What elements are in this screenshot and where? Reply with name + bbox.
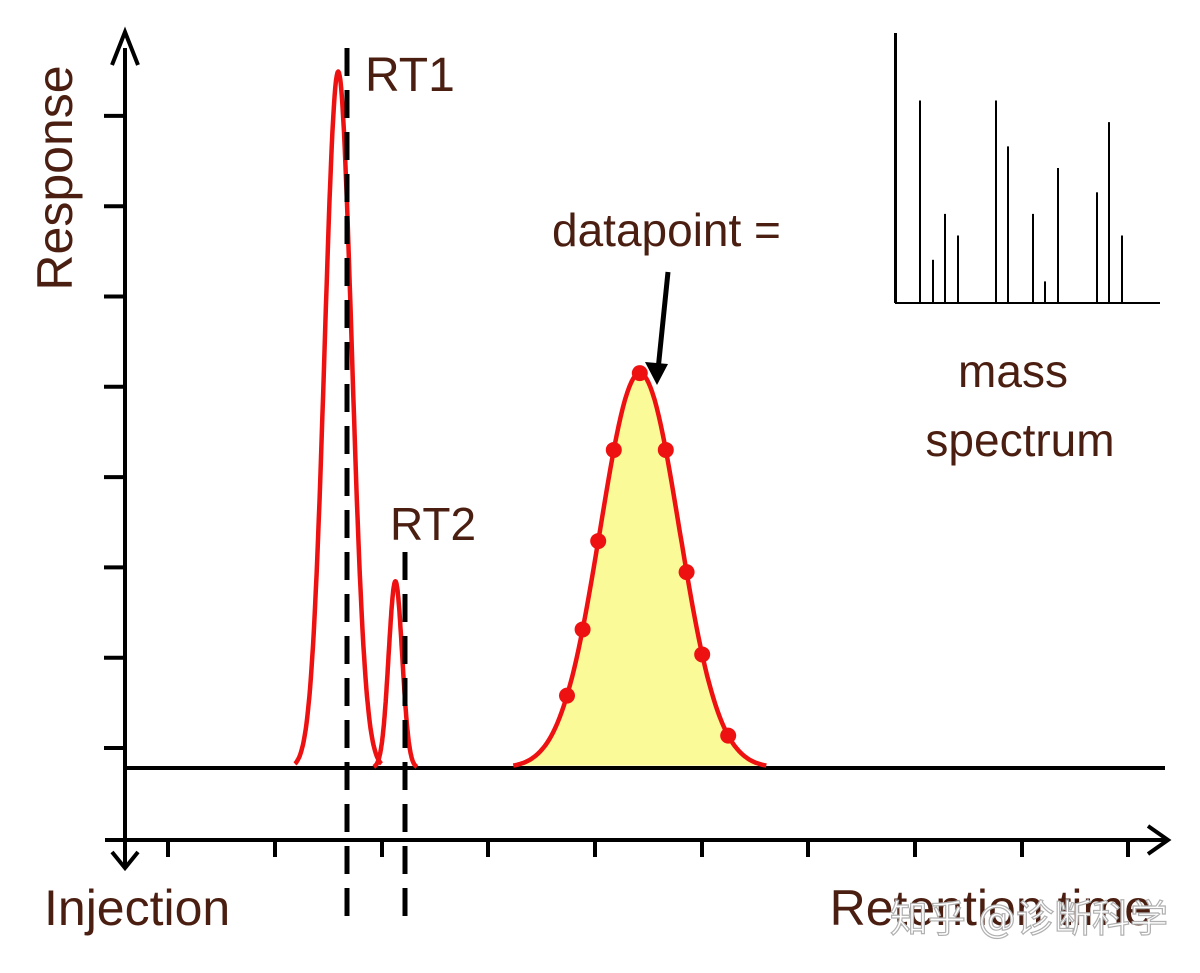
datapoint-marker bbox=[631, 365, 648, 382]
peaks bbox=[293, 69, 767, 770]
datapoint-marker bbox=[694, 646, 711, 663]
datapoint-marker bbox=[605, 441, 622, 458]
rt1-label: RT1 bbox=[365, 49, 455, 102]
datapoint-label: datapoint = bbox=[552, 204, 781, 256]
y-ticks bbox=[104, 113, 125, 750]
datapoint-marker bbox=[720, 727, 737, 744]
y-axis-arrow-down bbox=[110, 850, 140, 872]
watermark-text: 知乎 @诊断科学 bbox=[890, 897, 1168, 941]
datapoint-arrowhead bbox=[645, 362, 668, 385]
axes bbox=[104, 26, 1172, 872]
mass-spectrum-label-line2: spectrum bbox=[925, 414, 1114, 466]
datapoint-arrow bbox=[655, 271, 671, 371]
x-ticks bbox=[166, 840, 1130, 857]
y-axis-arrow-up bbox=[110, 26, 140, 66]
datapoint-marker bbox=[590, 533, 607, 550]
peak-curve-rt1 bbox=[293, 69, 383, 766]
y-axis-label: Response bbox=[27, 65, 83, 290]
datapoint-marker bbox=[657, 441, 674, 458]
rt2-label: RT2 bbox=[390, 498, 476, 550]
peak-fill-area bbox=[513, 373, 767, 766]
datapoint-marker bbox=[574, 621, 591, 638]
peak-curve-rt2 bbox=[371, 579, 419, 769]
x-axis-arrow bbox=[1146, 824, 1172, 856]
x-axis-label: Retention time bbox=[830, 880, 1152, 936]
injection-label: Injection bbox=[44, 880, 230, 936]
datapoint-marker bbox=[559, 687, 575, 704]
mass-spectrum-label-line1: mass bbox=[958, 345, 1068, 397]
mass-spectrum-inset bbox=[894, 33, 1160, 304]
datapoint-marker bbox=[678, 564, 695, 581]
